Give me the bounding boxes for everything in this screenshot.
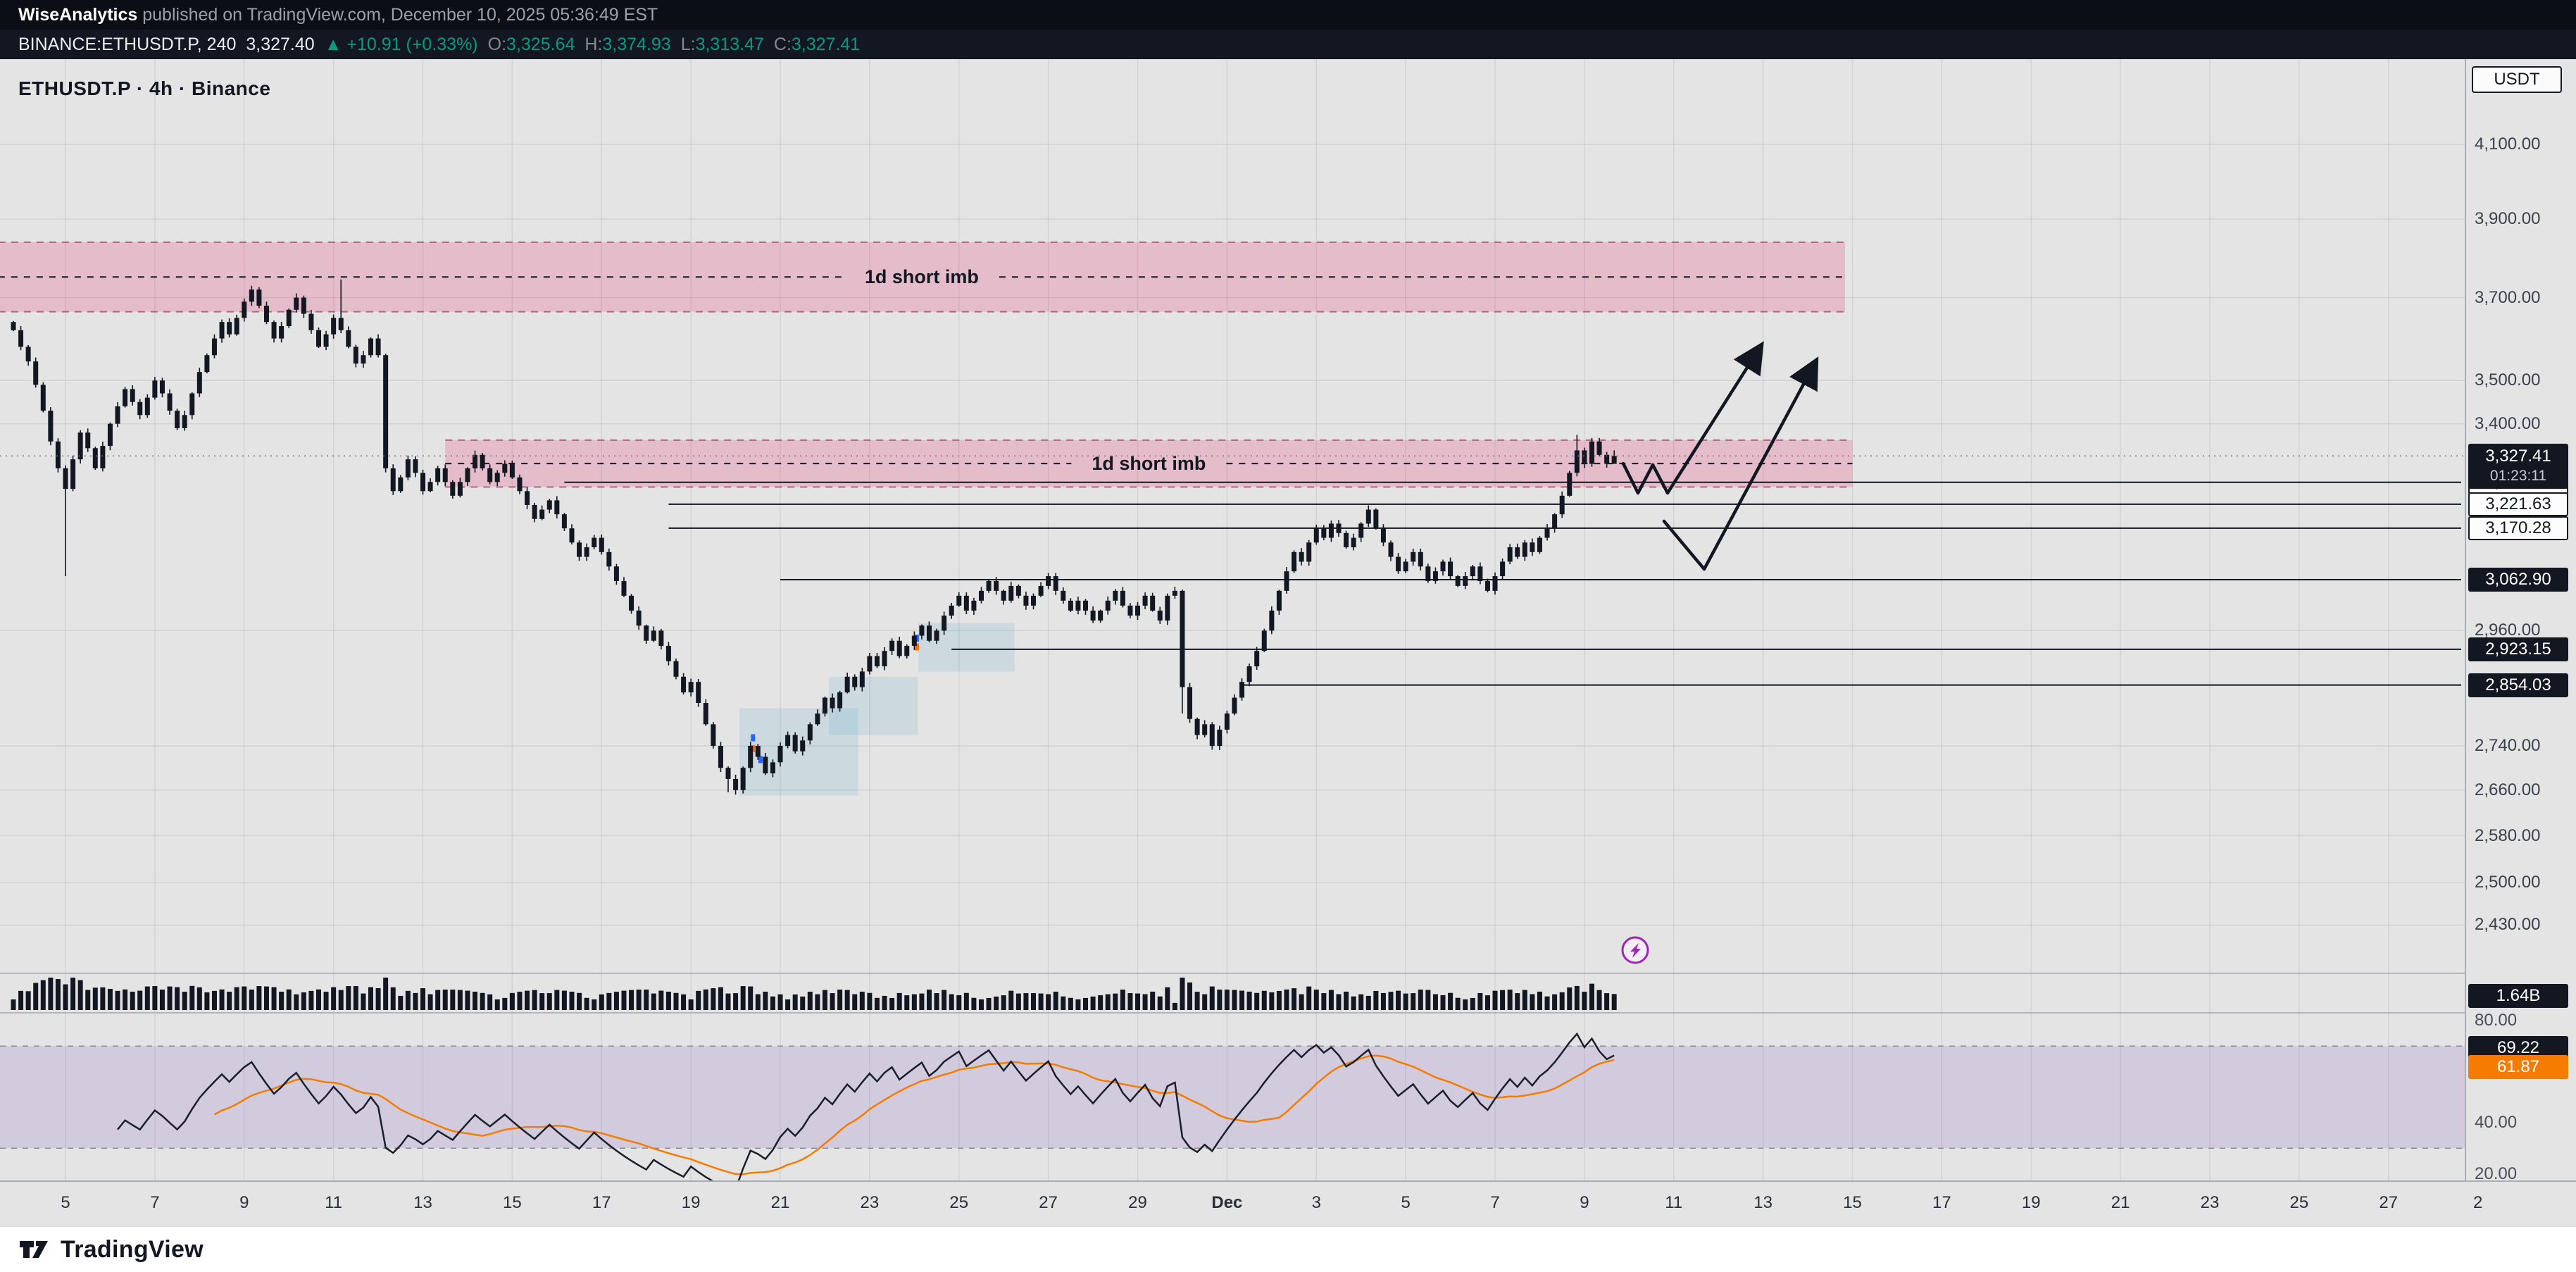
symbol-title: BINANCE:ETHUSDT.P, 240 (18, 34, 237, 54)
axis-label: 2,500.00 (2475, 873, 2541, 892)
publish-info: published on TradingView.com, December 1… (137, 4, 658, 25)
publish-author: WiseAnalytics (18, 4, 138, 25)
axis-label: 3,900.00 (2475, 208, 2541, 228)
level-lines[interactable] (564, 481, 2461, 686)
time-label: 13 (1753, 1193, 1772, 1212)
axis-label: 3,700.00 (2475, 287, 2541, 307)
time-label: 21 (770, 1193, 790, 1212)
tradingview-logo-icon[interactable] (18, 1237, 51, 1261)
ohlc-high: H: 3,374.93 (584, 34, 671, 54)
time-label: 11 (325, 1193, 343, 1212)
ohlc-close: C: 3,327.41 (773, 34, 861, 54)
candles (11, 279, 1617, 795)
time-label: 23 (860, 1193, 880, 1212)
axis-label: 20.00 (2475, 1164, 2518, 1183)
time-label: 15 (503, 1193, 522, 1212)
chart-legend[interactable]: ETHUSDT.P · 4h · Binance (18, 77, 271, 99)
time-label: 27 (2379, 1193, 2399, 1212)
level-price-badge: 3,062.90 (2468, 567, 2568, 592)
symbol-info-bar: BINANCE:ETHUSDT.P, 240 3,327.40 ▲ +10.91… (0, 30, 2576, 59)
last-price-badge: 3,327.41 01:23:11 (2468, 444, 2568, 490)
level-price-badge: 2,923.15 (2468, 637, 2568, 661)
rsi-badge: 61.87 (2468, 1054, 2568, 1079)
level-price-badge: 2,854.03 (2468, 673, 2568, 697)
bar-countdown: 01:23:11 (2489, 468, 2547, 485)
ohlc-open: O: 3,325.64 (487, 34, 575, 54)
time-label: Dec (1211, 1193, 1243, 1212)
chart-area[interactable]: 1d short imb 1d short imb ETHUSDT.P · 4h … (0, 59, 2576, 1226)
axis-label: 3,500.00 (2475, 370, 2541, 390)
axis-label: 40.00 (2475, 1113, 2518, 1132)
time-label: 19 (2021, 1193, 2041, 1212)
time-label: 27 (1039, 1193, 1058, 1212)
level-price-badge: 3,221.63 (2468, 492, 2568, 516)
time-label: 21 (2111, 1193, 2130, 1212)
axis-label: 3,400.00 (2475, 413, 2541, 433)
time-label: 7 (150, 1193, 160, 1212)
footer-bar: TradingView (0, 1226, 2576, 1272)
time-label: 25 (949, 1193, 969, 1212)
axis-label: 4,100.00 (2475, 135, 2541, 154)
publish-bar: WiseAnalytics published on TradingView.c… (0, 0, 2576, 30)
ohlc-low: L: 3,313.47 (680, 34, 764, 54)
axis-label: 2,430.00 (2475, 915, 2541, 935)
time-label: 9 (1580, 1193, 1589, 1212)
axis-label: 2,960.00 (2475, 621, 2541, 640)
time-label: 7 (1490, 1193, 1500, 1212)
time-label: 23 (2200, 1193, 2220, 1212)
currency-label[interactable]: USDT (2472, 66, 2562, 93)
time-axis[interactable]: 5 7 9 11 13 15 17 19 21 23 25 27 29 Dec 3 5 7 9 11 13 15 17 19… (0, 1180, 2576, 1226)
time-label: 29 (1128, 1193, 1147, 1212)
zone-label: 1d short imb (865, 266, 979, 287)
lightning-icon (1630, 943, 1641, 958)
time-label: 9 (239, 1193, 249, 1212)
pane-dividers[interactable] (0, 973, 2465, 1014)
trend-arrow (1662, 356, 1819, 571)
time-label: 2 (2472, 1193, 2483, 1212)
rsi-pane (0, 1032, 2465, 1180)
rsi-ma-line (213, 1054, 1615, 1176)
arrow-drawings[interactable] (1621, 341, 1819, 964)
axis-label: 80.00 (2475, 1011, 2518, 1030)
volume-bars (11, 978, 1617, 1010)
volume-badge: 1.64B (2468, 984, 2568, 1008)
axis-label: 2,580.00 (2475, 825, 2541, 845)
tradingview-brand[interactable]: TradingView (61, 1235, 204, 1263)
time-label: 15 (1843, 1193, 1862, 1212)
time-label: 19 (681, 1193, 701, 1212)
rsi-line (117, 1032, 1615, 1180)
time-label: 17 (592, 1193, 611, 1212)
axis-label: 2,660.00 (2475, 780, 2541, 799)
time-label: 11 (1665, 1193, 1683, 1212)
time-label: 5 (1401, 1193, 1411, 1212)
time-label: 25 (2289, 1193, 2309, 1212)
time-label: 13 (413, 1193, 432, 1212)
time-label: 3 (1311, 1193, 1321, 1212)
price-axis[interactable]: USDT 4,100.00 3,900.00 3,700.00 3,500.00 3,4… (2465, 59, 2576, 1183)
last-price: 3,327.40 (246, 34, 315, 54)
price-change: ▲ +10.91 (+0.33%) (324, 34, 478, 54)
level-price-badge: 3,170.28 (2468, 516, 2568, 540)
time-label: 17 (1932, 1193, 1951, 1212)
axis-label: 2,740.00 (2475, 736, 2541, 756)
time-label: 5 (61, 1193, 70, 1212)
trend-arrow (1621, 341, 1764, 495)
